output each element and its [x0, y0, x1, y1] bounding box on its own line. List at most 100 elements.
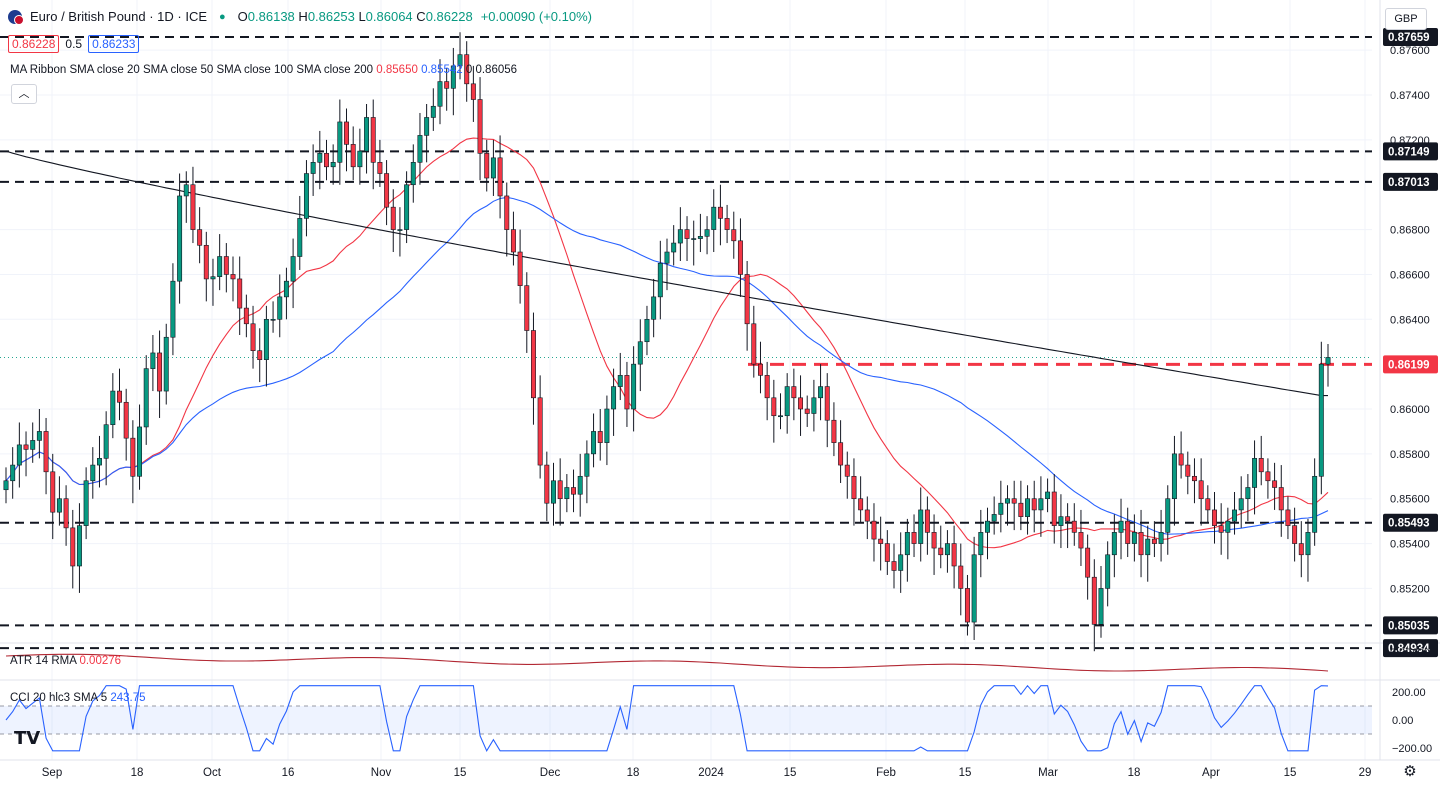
candle — [958, 543, 964, 616]
candle — [210, 258, 216, 306]
candle — [791, 368, 797, 421]
candle-body — [424, 117, 430, 136]
candle-body — [724, 218, 730, 230]
gear-icon[interactable]: ⚙ — [1403, 763, 1417, 780]
candle — [724, 204, 730, 244]
candle — [417, 112, 423, 185]
x-tick-label: Mar — [1038, 767, 1058, 779]
candle-body — [50, 471, 56, 513]
candle — [1205, 485, 1211, 524]
atr-line — [5, 653, 1329, 672]
candle — [36, 409, 42, 459]
cci-line — [5, 684, 1329, 752]
candle — [551, 462, 556, 526]
candle-body — [250, 323, 256, 351]
buy-button[interactable]: 0.86233 — [88, 35, 140, 53]
candle — [824, 373, 830, 448]
cci-tick-label: 200.00 — [1392, 687, 1426, 699]
x-tick-label: 15 — [959, 767, 972, 779]
candle — [43, 417, 49, 495]
candle-body — [290, 256, 296, 282]
candle-body — [1005, 498, 1010, 504]
candle-body — [317, 153, 323, 163]
candle-body — [490, 157, 496, 179]
candle — [657, 240, 663, 320]
candle — [637, 319, 643, 392]
atr-legend[interactable]: ATR 14 RMA 0.00276 — [10, 655, 121, 667]
candle-body — [704, 229, 710, 237]
candle-body — [177, 195, 183, 282]
candle-body — [677, 229, 683, 244]
candle-body — [1292, 525, 1298, 544]
x-tick-label: 15 — [784, 767, 797, 779]
candle — [290, 238, 296, 309]
candle — [704, 216, 710, 255]
currency-button[interactable]: GBP — [1385, 8, 1427, 30]
atr-pane — [5, 653, 1329, 672]
candle — [964, 574, 970, 636]
candle-body — [697, 236, 703, 239]
candle-body — [103, 424, 109, 459]
ma-ribbon-legend[interactable]: MA Ribbon SMA close 20 SMA close 50 SMA … — [10, 64, 517, 76]
candle — [250, 305, 256, 369]
level-tag-label: 0.85493 — [1388, 518, 1430, 530]
candle-body — [864, 509, 870, 522]
candle — [1018, 480, 1024, 531]
candle — [938, 525, 944, 569]
candle — [424, 104, 430, 163]
sell-button[interactable]: 0.86228 — [8, 35, 60, 53]
candle-body — [1058, 516, 1064, 526]
candle-body — [878, 538, 884, 544]
candle-body — [771, 397, 777, 417]
candle-body — [624, 375, 630, 410]
collapse-legend-button[interactable]: ︿ — [11, 84, 37, 104]
candle — [1165, 485, 1171, 555]
moving-averages — [5, 137, 1329, 549]
candle — [1045, 478, 1051, 513]
candle-body — [497, 157, 503, 197]
candle — [1232, 491, 1237, 535]
spread-value: 0.5 — [65, 37, 83, 51]
cci-pane — [0, 684, 1372, 752]
candle — [1138, 509, 1144, 578]
candle — [1051, 474, 1057, 544]
candle-body — [450, 65, 456, 89]
x-tick-label: 2024 — [698, 767, 724, 779]
tradingview-logo[interactable]: 𝗧𝗩 — [14, 728, 41, 748]
candle — [297, 195, 303, 270]
candle-body — [263, 319, 269, 360]
candle-body — [110, 390, 116, 426]
candle-body — [911, 532, 917, 544]
candle-body — [1212, 509, 1217, 526]
level-tag-label: 0.84934 — [1388, 643, 1430, 655]
x-tick-label: Apr — [1202, 767, 1220, 779]
level-tag — [1383, 616, 1438, 635]
candle — [330, 144, 336, 185]
candle-body — [1205, 498, 1211, 511]
symbol-title[interactable]: Euro / British Pound · 1D · ICE — [30, 9, 208, 24]
candle — [737, 218, 743, 297]
candle — [891, 543, 897, 589]
candle — [143, 355, 149, 445]
candle — [397, 207, 403, 257]
x-axis[interactable]: Sep 18 Oct 16 Nov 15 Dec 18 2024 15 Feb 15 Mar 18 Apr 1… — [42, 767, 1372, 779]
candle-body — [1198, 480, 1204, 500]
candle — [1131, 514, 1137, 562]
candle-body — [97, 458, 102, 466]
candle — [310, 144, 316, 196]
candle — [1272, 462, 1278, 510]
cci-legend[interactable]: CCI 20 hlc3 SMA 5 243.75 — [10, 692, 146, 704]
candle-body — [1171, 453, 1177, 500]
candle — [591, 413, 597, 468]
candle-body — [190, 184, 196, 230]
candle-body — [644, 319, 650, 343]
candle — [56, 476, 62, 526]
candle — [450, 47, 456, 116]
y-axis[interactable]: 0.87659 0.87149 0.87013 0.86199 0.85493 0.850… — [1383, 27, 1438, 755]
candle-body — [637, 341, 643, 365]
candle — [717, 184, 723, 246]
candle — [878, 516, 884, 571]
candle-body — [571, 487, 576, 495]
candle — [497, 135, 503, 219]
